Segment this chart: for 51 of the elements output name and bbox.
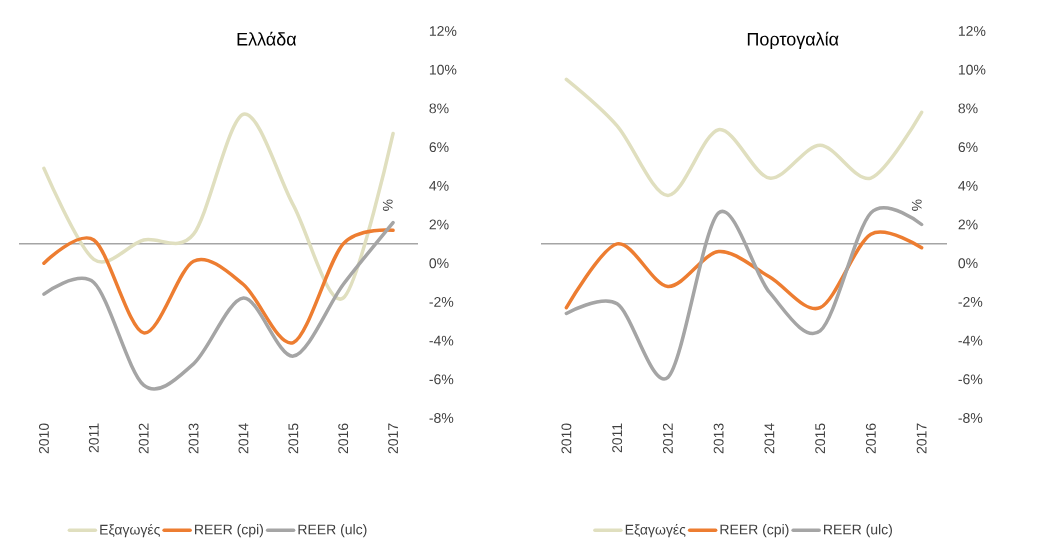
y-tick-label: 0%: [958, 258, 978, 269]
legend-label: REER (ulc): [298, 524, 367, 538]
y-tick-label: -6%: [958, 374, 983, 385]
x-tick-label: 2015: [815, 423, 826, 454]
y-axis-title: %: [911, 199, 922, 211]
x-tick-label: 2015: [288, 423, 299, 454]
x-tick-label: 2011: [612, 423, 623, 453]
y-tick-label: -4%: [429, 335, 454, 346]
y-tick-label: 12%: [429, 26, 457, 36]
x-tick-label: 2010: [38, 423, 49, 454]
y-axis-title: %: [382, 199, 393, 211]
y-tick-label: -4%: [958, 335, 983, 346]
y-tick-label: -2%: [429, 296, 454, 307]
chart-title: Ελλάδα: [237, 31, 297, 46]
line-series: [42, 228, 395, 345]
y-tick-label: 10%: [958, 64, 986, 75]
x-tick-label: 2012: [138, 423, 149, 454]
x-tick-label: 2013: [713, 423, 724, 454]
chart-title: Πορτογαλία: [747, 31, 839, 50]
legend-label: Εξαγωγές: [625, 523, 686, 538]
x-tick-label: 2014: [764, 423, 775, 454]
y-tick-label: 2%: [958, 219, 978, 230]
y-tick-label: 6%: [429, 142, 449, 153]
y-tick-label: 4%: [958, 180, 978, 191]
y-tick-label: 8%: [429, 103, 449, 114]
x-tick-label: 2012: [662, 423, 673, 454]
line-series: [564, 77, 924, 198]
legend-label: REER (ulc): [824, 524, 892, 538]
y-tick-label: -6%: [429, 374, 454, 385]
legend-label: Εξαγωγές: [100, 523, 160, 538]
y-tick-label: -8%: [958, 413, 983, 423]
line-series: [42, 112, 395, 301]
y-tick-label: 10%: [429, 64, 457, 75]
x-tick-label: 2016: [338, 423, 349, 454]
y-tick-label: 4%: [429, 180, 449, 191]
y-tick-label: -2%: [958, 296, 983, 307]
x-tick-label: 2017: [388, 423, 399, 454]
y-tick-label: 8%: [958, 103, 978, 114]
y-tick-label: -8%: [429, 413, 454, 423]
legend-label: REER (cpi): [195, 524, 263, 538]
x-tick-label: 2013: [188, 423, 199, 454]
y-tick-label: 6%: [958, 142, 978, 153]
x-tick-label: 2011: [88, 423, 99, 453]
x-tick-label: 2017: [916, 423, 927, 454]
x-tick-label: 2014: [238, 423, 249, 454]
y-tick-label: 2%: [429, 219, 449, 230]
y-tick-label: 12%: [958, 26, 986, 36]
x-tick-label: 2010: [561, 423, 572, 454]
y-tick-label: 0%: [429, 258, 449, 269]
legend-label: REER (cpi): [720, 524, 789, 538]
x-tick-label: 2016: [865, 423, 876, 454]
